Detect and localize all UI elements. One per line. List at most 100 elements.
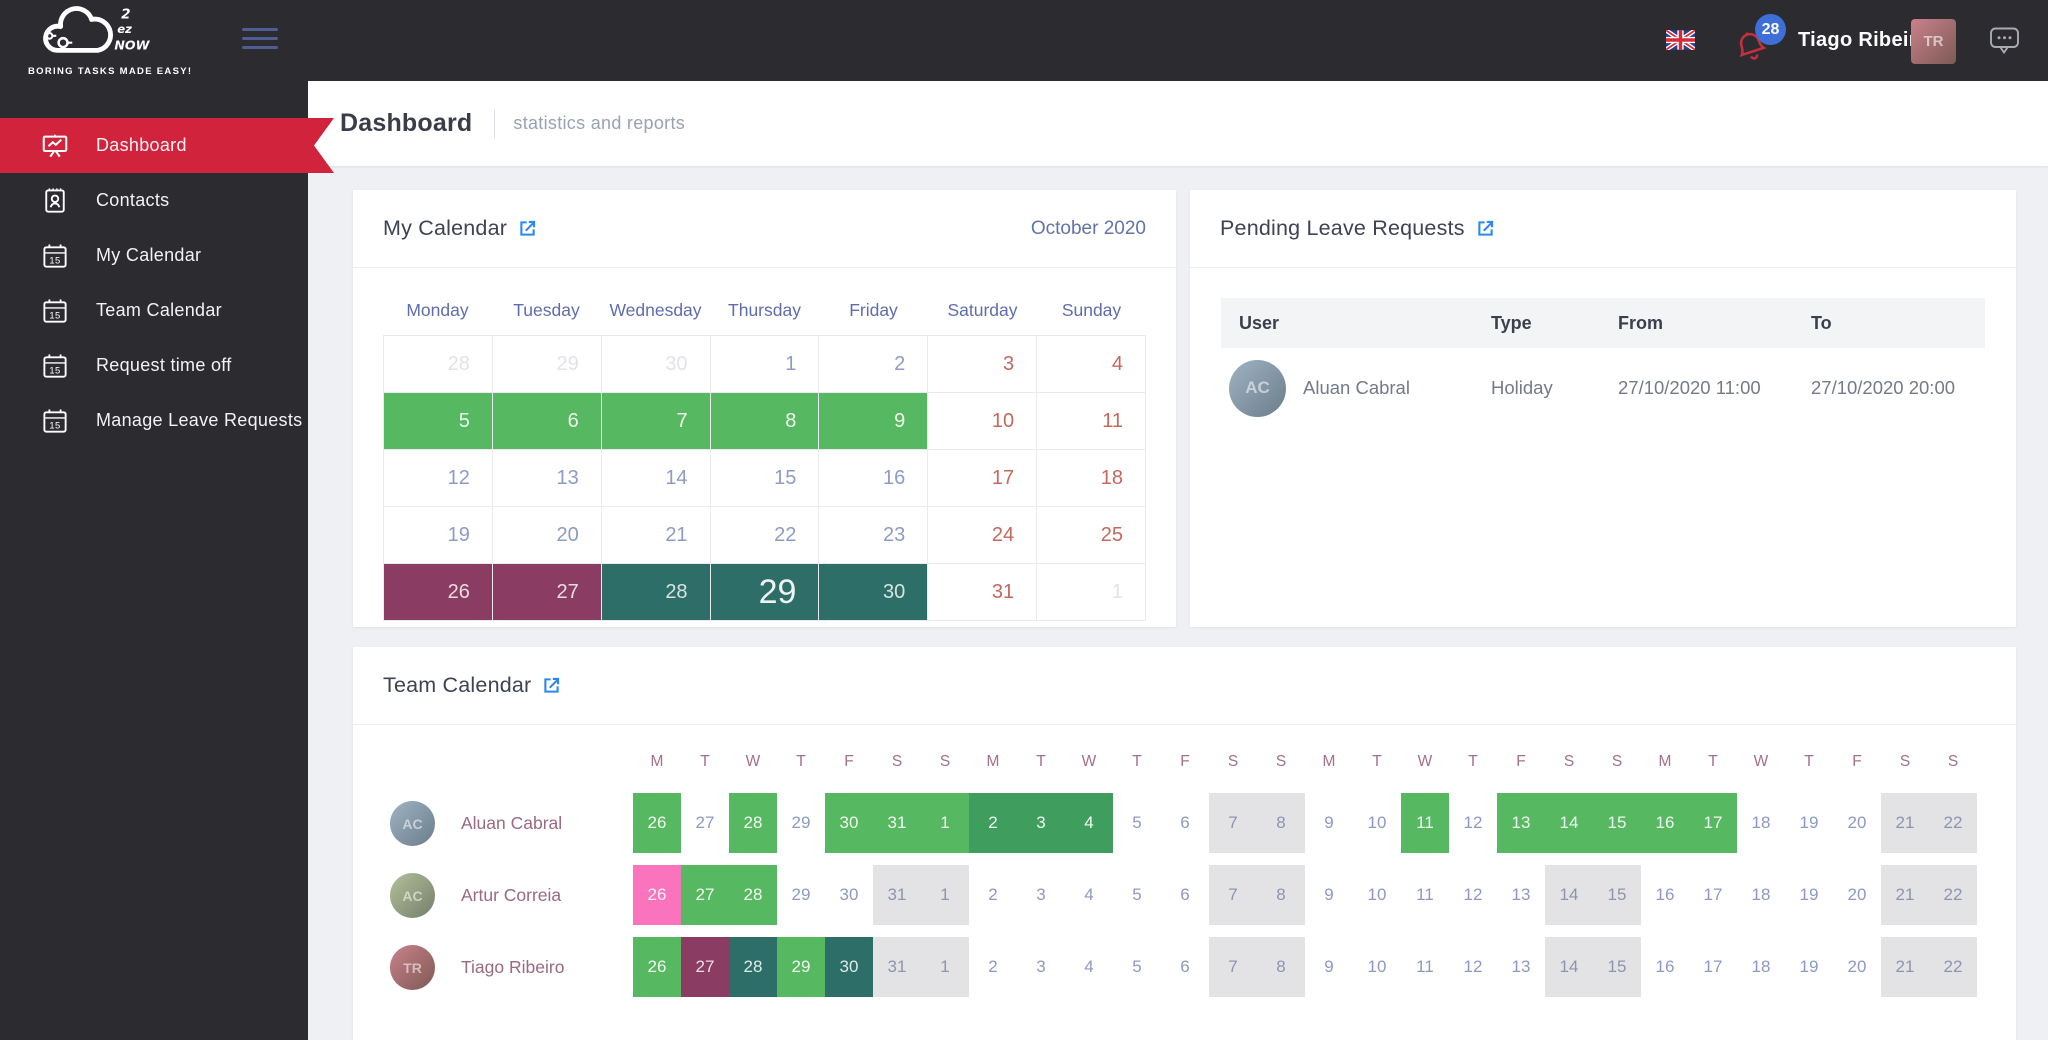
member-name: Tiago Ribeiro — [461, 956, 565, 977]
member-avatar: AC — [390, 801, 435, 846]
team-day-cell: 14 — [1545, 937, 1593, 997]
team-day-letter: M — [986, 753, 1000, 770]
calendar-icon: 15 — [40, 406, 70, 436]
team-day-cell: 11 — [1416, 957, 1434, 976]
pending-type: Holiday — [1491, 377, 1553, 398]
notification-count-badge: 28 — [1755, 14, 1786, 45]
pending-request-row[interactable]: AC Aluan Cabral Holiday 27/10/2020 11:00 27/… — [1221, 348, 1985, 428]
member-name: Artur Correia — [461, 884, 562, 905]
team-day-cell: 10 — [1367, 813, 1387, 832]
team-day-cell: 31 — [873, 793, 921, 853]
team-day-cell: 21 — [1881, 865, 1929, 925]
sidebar-item-request-time-off[interactable]: 15 Request time off — [0, 338, 308, 393]
team-day-cell: 20 — [1847, 885, 1867, 904]
team-day-cell: 31 — [873, 865, 921, 925]
my-calendar-card-header: My Calendar October 2020 — [353, 190, 1176, 268]
header-divider — [494, 109, 496, 138]
team-day-cell: 14 — [1545, 865, 1593, 925]
team-day-cell: 6 — [1180, 813, 1190, 832]
team-day-letter: F — [1180, 753, 1190, 770]
team-day-cell: 29 — [791, 885, 811, 904]
menu-toggle-icon[interactable] — [242, 28, 278, 52]
calendar-day-cell: 22 — [710, 507, 820, 564]
team-day-cell: 31 — [873, 937, 921, 997]
calendar-day-cell: 7 — [601, 393, 711, 450]
team-day-cell: 21 — [1881, 937, 1929, 997]
brand-logo[interactable]: 2 ez NOW — [30, 2, 160, 62]
user-avatar: AC — [1229, 359, 1286, 417]
calendar-day-cell: 19 — [384, 507, 493, 564]
team-day-letter: M — [650, 753, 664, 770]
team-calendar-card: Team Calendar M T W T F S S M T W T F S S M T W T F S S M T W T F… — [353, 647, 2016, 1040]
sidebar-item-contacts[interactable]: Contacts — [0, 173, 308, 228]
sidebar-item-team-calendar[interactable]: 15 Team Calendar — [0, 283, 308, 338]
calendar-day-cell: 25 — [1037, 507, 1146, 564]
mc-grid: 28 29 30 1 2 3 4 5 6 7 8 9 10 11 12 13 14 15 16 17 18 19 20 21 2… — [383, 335, 1146, 621]
team-day-letter: T — [1708, 753, 1718, 770]
svg-text:15: 15 — [49, 310, 60, 320]
team-external-link-icon[interactable] — [541, 675, 562, 696]
team-day-cell: 3 — [1036, 957, 1046, 976]
calendar-icon: 15 — [40, 351, 70, 381]
weekday-label: Thursday — [728, 299, 801, 320]
team-day-letter: W — [1753, 753, 1769, 770]
sidebar-item-my-calendar[interactable]: 15 My Calendar — [0, 228, 308, 283]
team-day-cell: 3 — [1036, 885, 1046, 904]
pending-to: 27/10/2020 20:00 — [1811, 377, 1956, 398]
team-day-cell: 13 — [1511, 957, 1531, 976]
pending-external-link-icon[interactable] — [1475, 218, 1496, 239]
team-day-cell: 22 — [1929, 937, 1977, 997]
team-day-cell: 21 — [1881, 793, 1929, 853]
team-day-letter: S — [1275, 753, 1287, 770]
chat-icon[interactable] — [1988, 27, 2021, 55]
team-day-cell: 27 — [681, 937, 729, 997]
team-member-row: AC Artur Correia 26 27 28 29 30 31 1 2 3 4 5 6 7 8 9 10 11… — [353, 859, 2016, 931]
page-subtitle: statistics and reports — [513, 113, 686, 133]
pending-title: Pending Leave Requests — [1220, 216, 1465, 240]
pending-column-header: Type — [1491, 312, 1532, 333]
sidebar-item-manage-leave-requests[interactable]: 15 Manage Leave Requests — [0, 393, 308, 448]
member-day-strip: 26 27 28 29 30 31 1 2 3 4 5 6 7 8 9 10 11 12 13 14 15 16 17 18 1… — [633, 793, 1977, 853]
team-day-cell: 4 — [1084, 885, 1094, 904]
team-day-cell: 22 — [1929, 793, 1977, 853]
sidebar: Dashboard Contacts 15 My Calendar 15 Team Cal… — [0, 81, 308, 1040]
topbar: 2 ez NOW BORING TASKS MADE EASY! — [0, 0, 2048, 81]
calendar-day-cell: 1 — [710, 336, 820, 393]
weekday-label: Monday — [406, 299, 469, 320]
pending-from: 27/10/2020 11:00 — [1618, 377, 1761, 398]
team-day-cell: 18 — [1751, 813, 1771, 832]
calendar-day-cell: 9 — [819, 393, 929, 450]
calendar-day-cell: 15 — [710, 450, 820, 507]
topbar-username[interactable]: Tiago Ribeiro — [1798, 29, 1930, 51]
team-day-letter: T — [796, 753, 806, 770]
pending-column-header: To — [1811, 312, 1832, 333]
weekday-label: Tuesday — [513, 299, 580, 320]
team-day-cell: 18 — [1751, 957, 1771, 976]
calendar-day-cell: 3 — [928, 336, 1038, 393]
notifications-button[interactable]: 28 — [1733, 14, 1789, 68]
team-day-cell: 19 — [1799, 957, 1819, 976]
team-day-cell: 17 — [1703, 957, 1723, 976]
my-calendar-external-link-icon[interactable] — [517, 218, 538, 239]
team-day-cell: 9 — [1324, 813, 1334, 832]
team-day-cell: 16 — [1655, 885, 1675, 904]
language-flag-icon[interactable] — [1666, 30, 1695, 50]
calendar-day-cell: 30 — [601, 336, 711, 393]
sidebar-item-label: Team Calendar — [96, 300, 222, 320]
team-day-cell: 19 — [1799, 813, 1819, 832]
weekday-label: Sunday — [1061, 299, 1122, 320]
team-day-cell: 30 — [825, 937, 873, 997]
topbar-user-avatar[interactable]: TR — [1911, 19, 1956, 64]
team-day-cell: 7 — [1209, 937, 1257, 997]
team-day-cell: 5 — [1132, 957, 1142, 976]
pending-leave-requests-card: Pending Leave Requests User Type From To AC… — [1190, 190, 2016, 627]
pending-user-name: Aluan Cabral — [1303, 377, 1410, 398]
pending-table-header: User Type From To — [1221, 298, 1985, 348]
team-day-cell: 13 — [1497, 793, 1545, 853]
team-day-cell: 27 — [681, 865, 729, 925]
calendar-day-cell: 16 — [819, 450, 929, 507]
sidebar-item-dashboard[interactable]: Dashboard — [0, 118, 334, 173]
team-day-cell: 30 — [825, 793, 873, 853]
